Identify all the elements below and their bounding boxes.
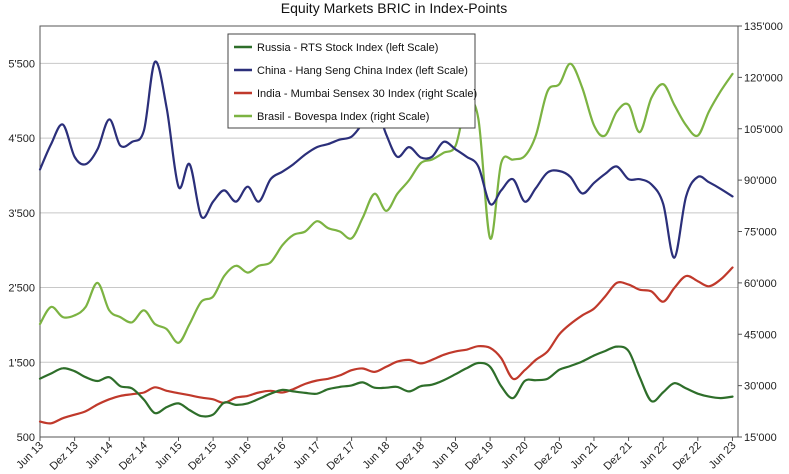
left-tick-label: 500 [17, 432, 35, 444]
series-line-russia [38, 345, 734, 418]
legend-entry: India - Mumbai Sensex 30 Index (right Sc… [257, 88, 477, 100]
right-tick-label: 105'000 [744, 124, 783, 136]
right-tick-label: 75'000 [744, 227, 777, 239]
x-tick-label: Jun 18 [361, 440, 393, 472]
x-tick-label: Dez 14 [117, 440, 150, 473]
right-tick-label: 60'000 [744, 278, 777, 290]
x-tick-label: Dez 17 [325, 440, 358, 473]
x-tick-label: Dez 16 [255, 440, 288, 473]
x-tick-label: Dez 22 [671, 440, 704, 473]
left-tick-label: 2'500 [8, 283, 35, 295]
right-tick-label: 45'000 [744, 329, 777, 341]
x-tick-label: Dez 19 [463, 440, 496, 473]
left-tick-label: 4'500 [8, 133, 35, 145]
x-tick-label: Jun 22 [637, 440, 669, 472]
x-tick-label: Dez 21 [602, 440, 635, 473]
right-tick-label: 120'000 [744, 72, 783, 84]
left-tick-label: 3'500 [8, 208, 35, 220]
x-tick-label: Jun 16 [222, 440, 254, 472]
series-line-brasil [38, 62, 734, 344]
x-axis-tick-labels: Jun 13 Dez 13 Jun 14 Dez 14 Jun 15 Dez 15 Jun … [14, 437, 739, 473]
right-axis-tick-labels: 15'000 30'000 45'000 60'000 75'000 90'000 105'… [738, 21, 783, 444]
x-tick-label: Jun 23 [707, 440, 739, 472]
x-tick-label: Jun 19 [430, 440, 462, 472]
right-tick-label: 30'000 [744, 381, 777, 393]
legend-box [227, 33, 476, 129]
legend-entry: Russia - RTS Stock Index (left Scale) [257, 42, 438, 54]
x-tick-label: Dez 13 [48, 440, 81, 473]
series-line-china [38, 60, 734, 259]
right-tick-label: 135'000 [744, 21, 783, 33]
left-tick-label: 1'500 [8, 357, 35, 369]
chart-title: Equity Markets BRIC in Index-Points [281, 0, 507, 16]
legend-entry: China - Hang Seng China Index (left Scal… [257, 65, 468, 77]
x-tick-label: Jun 21 [568, 440, 600, 472]
right-tick-label: 15'000 [744, 432, 777, 444]
left-tick-label: 5'500 [8, 58, 35, 70]
right-tick-label: 90'000 [744, 175, 777, 187]
x-tick-label: Jun 15 [153, 440, 185, 472]
x-tick-label: Dez 15 [186, 440, 219, 473]
legend: Russia - RTS Stock Index (left Scale) Chi… [227, 33, 477, 129]
x-tick-label: Jun 20 [499, 440, 531, 472]
series-lines [38, 60, 734, 425]
x-tick-label: Jun 14 [84, 440, 116, 472]
x-tick-label: Dez 18 [394, 440, 427, 473]
legend-entry: Brasil - Bovespa Index (right Scale) [257, 111, 429, 123]
x-tick-label: Dez 20 [532, 440, 565, 473]
series-line-india [38, 266, 734, 425]
left-axis-tick-labels: 500 1'500 2'500 3'500 4'500 5'500 [8, 58, 35, 444]
x-tick-label: Jun 17 [291, 440, 323, 472]
x-tick-label: Jun 13 [14, 440, 46, 472]
